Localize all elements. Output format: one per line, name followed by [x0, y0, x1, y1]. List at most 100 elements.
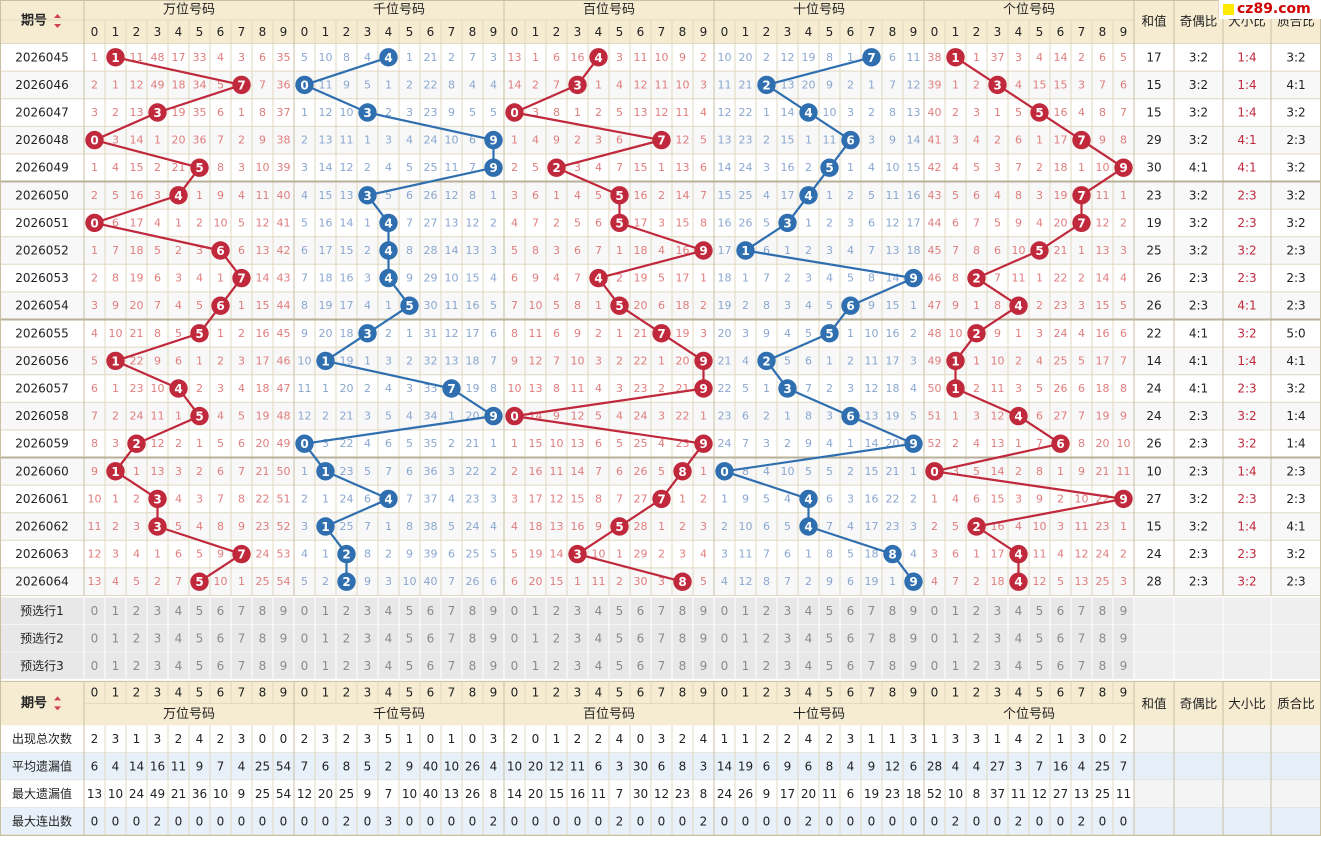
preselect-digit: 0: [301, 631, 309, 645]
digit-header: 6: [217, 685, 225, 699]
missing-value: 3: [112, 548, 119, 561]
missing-value: 4: [658, 437, 665, 450]
stats-value: 3: [952, 732, 960, 746]
sum-cell: 26: [1146, 271, 1161, 285]
missing-value: 6: [112, 216, 119, 229]
missing-value: 19: [1054, 189, 1068, 202]
missing-value: 7: [700, 189, 707, 202]
preselect-digit: 6: [637, 631, 645, 645]
missing-value: 19: [634, 272, 648, 285]
stats-value: 10: [444, 760, 459, 774]
missing-value: 19: [319, 299, 333, 312]
missing-value: 16: [676, 244, 690, 257]
missing-value: 1: [973, 299, 980, 312]
extra-header: 和值: [1141, 696, 1166, 711]
missing-value: 8: [469, 189, 476, 202]
missing-value: 17: [340, 299, 354, 312]
row-background: [0, 374, 1321, 403]
stats-value: 4: [112, 760, 120, 774]
missing-value: 3: [826, 410, 833, 423]
missing-value: 11: [991, 382, 1005, 395]
missing-value: 2: [448, 437, 455, 450]
draw-ball: [1072, 213, 1091, 233]
missing-value: 13: [445, 216, 459, 229]
missing-value: 22: [424, 78, 438, 91]
stats-value: 52: [927, 787, 942, 801]
missing-value: 4: [721, 575, 728, 588]
missing-value: 4: [784, 327, 791, 340]
stats-value: 7: [217, 760, 225, 774]
missing-value: 10: [886, 161, 900, 174]
missing-value: 13: [886, 244, 900, 257]
draw-ball: [190, 158, 209, 177]
missing-value: 3: [679, 548, 686, 561]
odd-even-cell: 4:1: [1189, 161, 1208, 175]
digit-header: 9: [1120, 685, 1128, 699]
site-logo[interactable]: cz89.com: [1218, 0, 1321, 19]
missing-value: 2: [385, 106, 392, 119]
preselect-digit: 0: [91, 659, 99, 673]
preselect-digit: 8: [259, 631, 267, 645]
odd-even-cell: 4:1: [1189, 354, 1208, 368]
stats-value: 2: [217, 732, 225, 746]
stats-value: 3: [847, 732, 855, 746]
period-cell: 2026053: [15, 271, 68, 285]
missing-value: 1: [574, 575, 581, 588]
missing-value: 13: [907, 106, 921, 119]
stats-value: 40: [423, 787, 438, 801]
stats-value: 0: [784, 814, 792, 828]
missing-value: 6: [217, 106, 224, 119]
missing-value: 26: [634, 465, 648, 478]
preselect-digit: 6: [1057, 604, 1065, 618]
missing-value: 10: [403, 575, 417, 588]
digit-header: 5: [196, 685, 204, 699]
draw-ball: [190, 572, 209, 591]
missing-value: 9: [511, 354, 518, 367]
missing-value: 6: [490, 575, 497, 588]
digit-header: 5: [406, 25, 414, 39]
digit-header: 2: [763, 25, 771, 39]
missing-value: 30: [634, 575, 648, 588]
missing-value: 4: [490, 78, 497, 91]
missing-value: 3: [700, 78, 707, 91]
prime-composite-cell: 3:2: [1286, 188, 1305, 202]
missing-value: 7: [1015, 161, 1022, 174]
missing-value: 50: [928, 382, 942, 395]
missing-value: 25: [634, 437, 648, 450]
sum-cell: 26: [1146, 437, 1161, 451]
draw-ball-digit: 5: [615, 216, 623, 230]
missing-value: 19: [172, 106, 186, 119]
position-title: 千位号码: [373, 707, 425, 722]
missing-value: 37: [424, 492, 438, 505]
missing-value: 8: [763, 575, 770, 588]
missing-value: 15: [865, 465, 879, 478]
missing-value: 14: [1054, 51, 1068, 64]
preselect-digit: 4: [595, 659, 603, 673]
stats-value: 0: [532, 732, 540, 746]
missing-value: 22: [466, 465, 480, 478]
draw-ball: [148, 103, 167, 122]
missing-value: 36: [277, 78, 291, 91]
period-header-label: 期号: [21, 14, 47, 29]
missing-value: 19: [865, 575, 879, 588]
missing-value: 13: [445, 354, 459, 367]
stats-value: 9: [784, 760, 792, 774]
missing-value: 10: [1012, 244, 1026, 257]
digit-header: 7: [658, 685, 666, 699]
missing-value: 12: [529, 354, 543, 367]
missing-value: 43: [928, 189, 942, 202]
missing-value: 53: [277, 548, 291, 561]
stats-value: 0: [868, 814, 876, 828]
missing-value: 11: [151, 410, 165, 423]
draw-ball: [1009, 544, 1028, 564]
preselect-label: 预选行1: [20, 604, 64, 618]
draw-ball-digit: 4: [1014, 299, 1022, 313]
missing-value: 6: [574, 244, 581, 257]
missing-value: 4: [616, 410, 623, 423]
prime-composite-cell: 2:3: [1286, 299, 1305, 313]
missing-value: 27: [1054, 410, 1068, 423]
missing-value: 14: [1096, 272, 1110, 285]
missing-value: 4: [301, 189, 308, 202]
missing-value: 8: [742, 465, 749, 478]
missing-value: 4: [154, 216, 161, 229]
